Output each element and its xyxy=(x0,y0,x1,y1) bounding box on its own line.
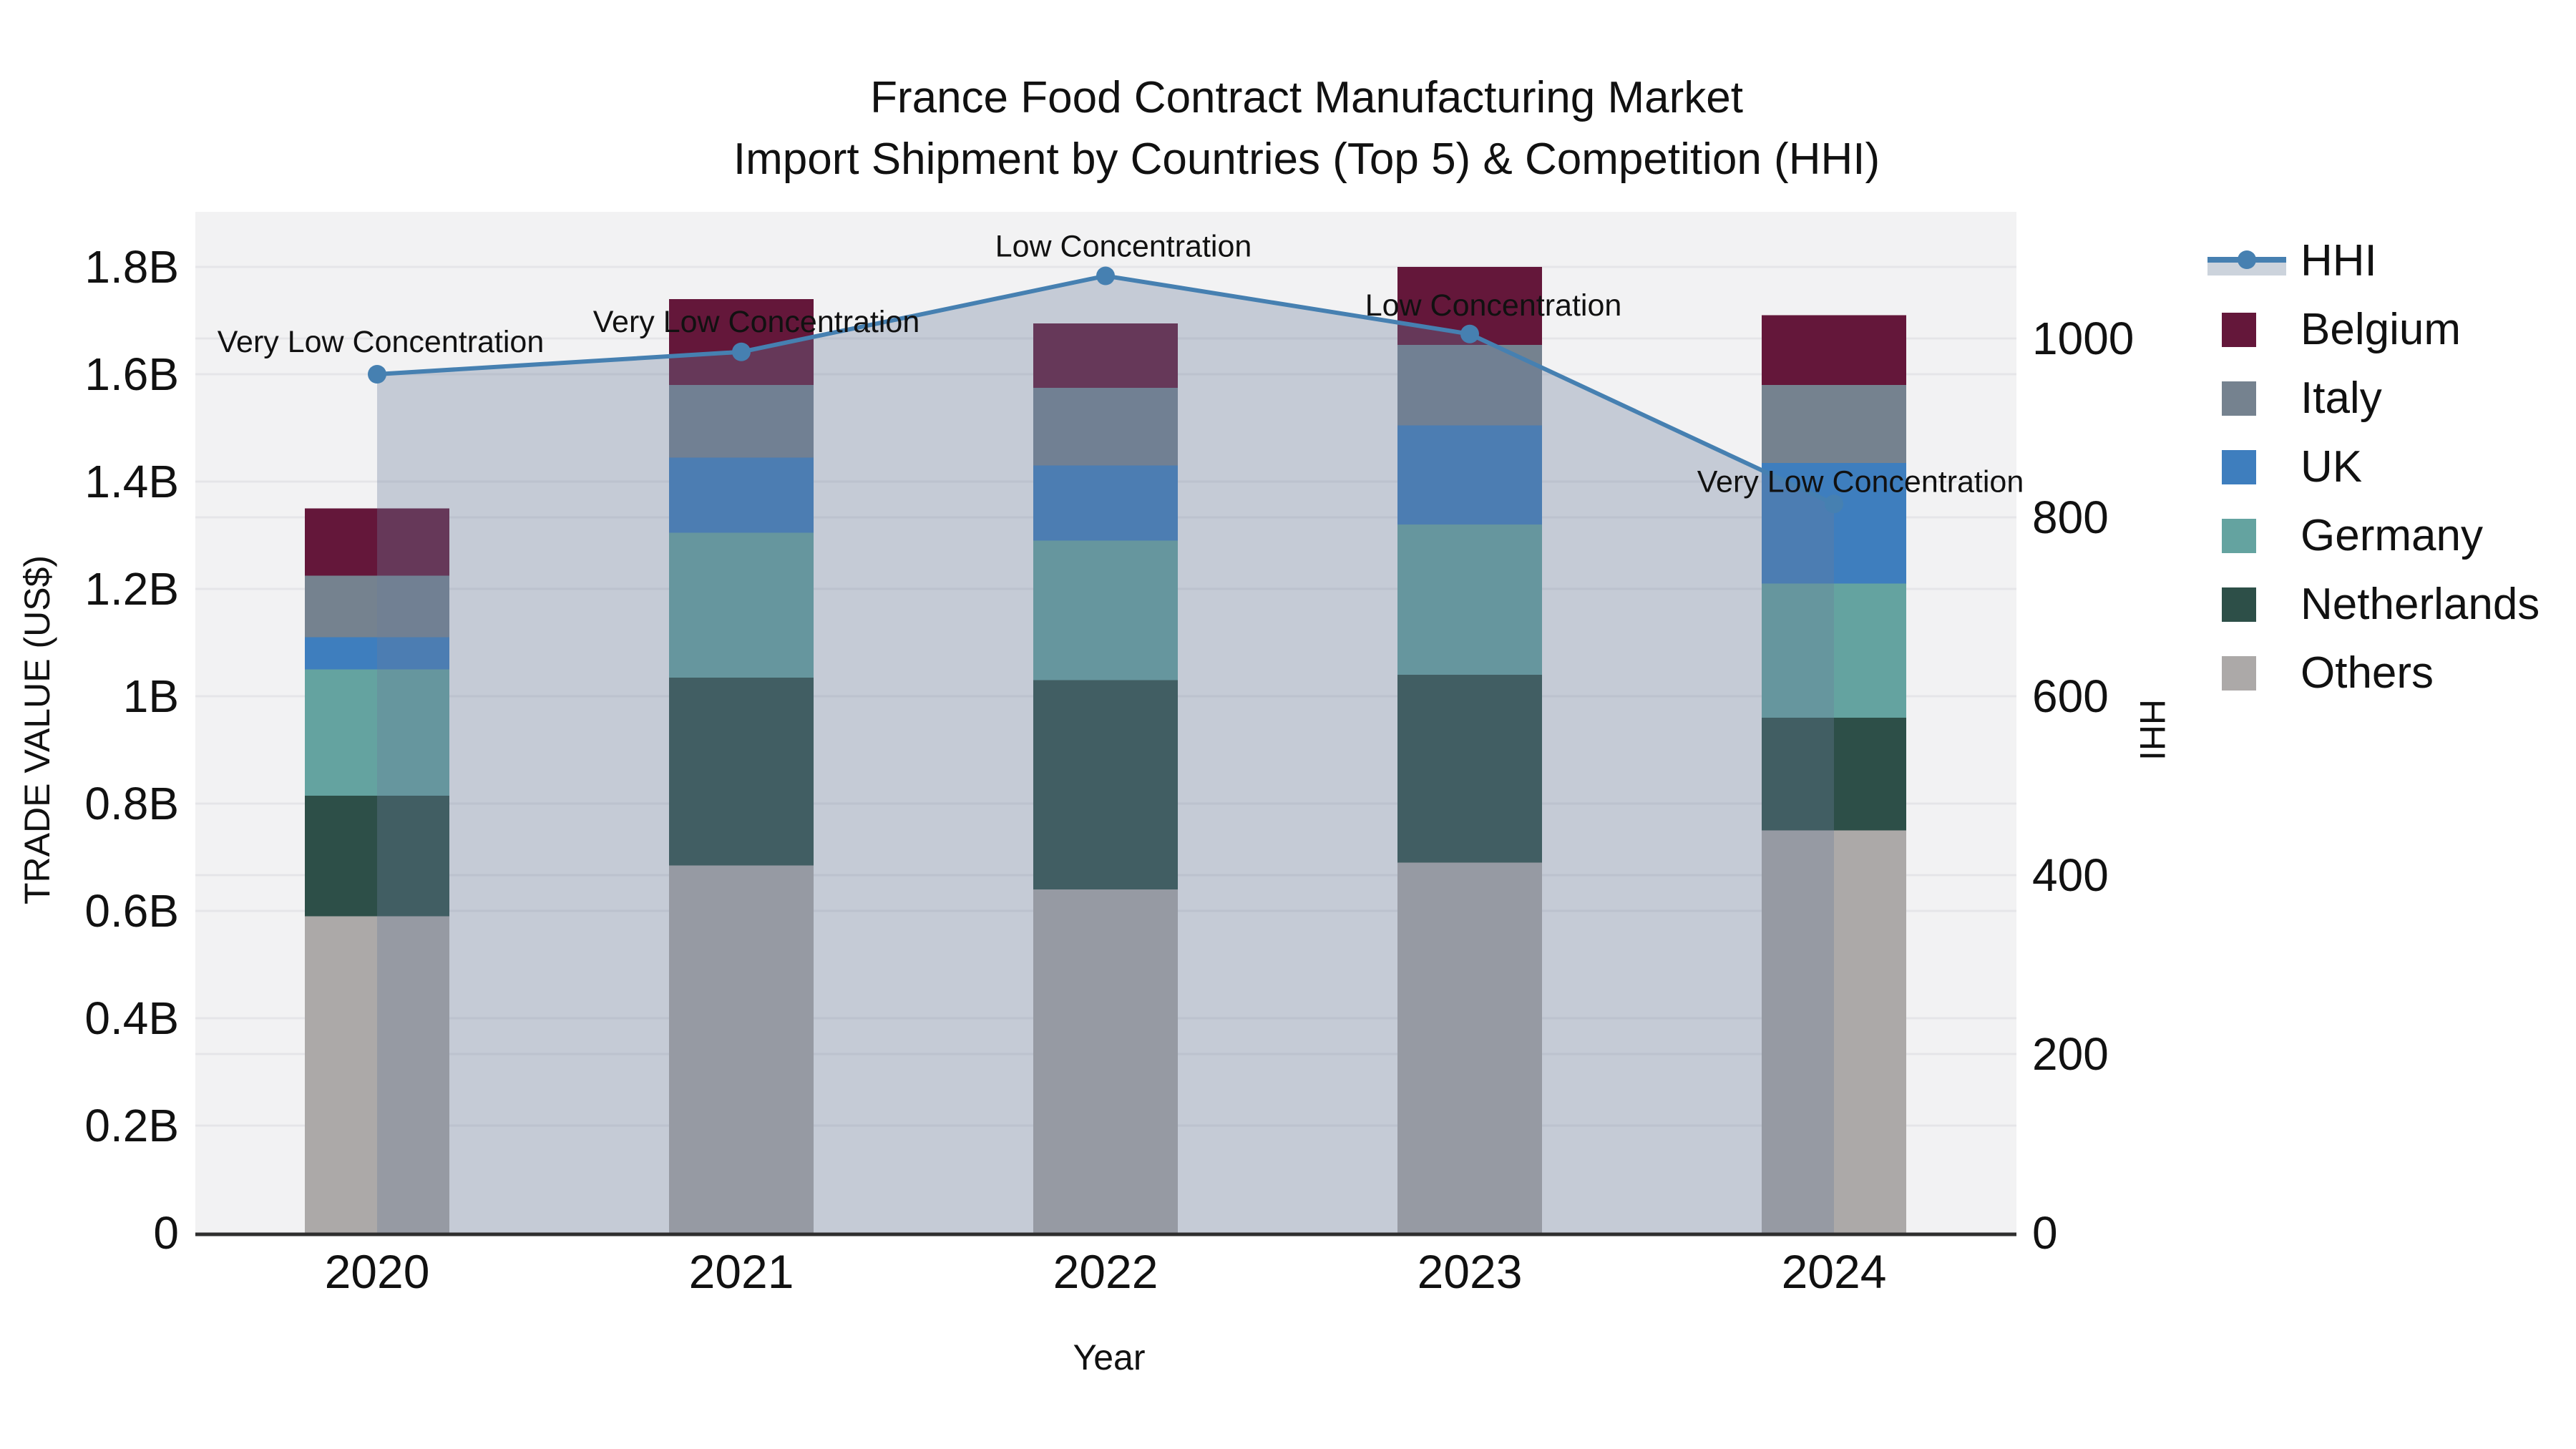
y-left-tick-1B: 1B xyxy=(123,670,179,722)
legend-label-germany: Germany xyxy=(2301,511,2483,560)
y-left-tick-1.4B: 1.4B xyxy=(84,456,179,507)
y-left-tick-1.2B: 1.2B xyxy=(84,563,179,615)
y-left-tick-1.6B: 1.6B xyxy=(84,348,179,400)
bar-segment-2022-belgium xyxy=(1033,323,1178,388)
x-tick-2020: 2020 xyxy=(325,1245,430,1298)
legend-item-germany: Germany xyxy=(2207,512,2540,560)
y-right-tick-800: 800 xyxy=(2032,492,2109,543)
bar-segment-2023-others xyxy=(1397,862,1542,1233)
legend-label-uk: UK xyxy=(2301,442,2363,492)
y-right-tick-1000: 1000 xyxy=(2032,313,2134,364)
annotation-2024: Very Low Concentration xyxy=(1697,464,2024,499)
hhi-marker-2020 xyxy=(368,365,386,384)
legend-item-others: Others xyxy=(2207,650,2540,697)
x-tick-2021: 2021 xyxy=(689,1245,794,1298)
hhi-line-sample-icon xyxy=(2207,241,2301,281)
legend-swatch-germany xyxy=(2222,519,2256,553)
bar-segment-2023-germany xyxy=(1397,525,1542,675)
bar-segment-2021-netherlands xyxy=(669,677,814,866)
legend-label-hhi: HHI xyxy=(2301,236,2377,286)
annotation-2020: Very Low Concentration xyxy=(218,325,545,359)
bar-segment-2023-netherlands xyxy=(1397,675,1542,863)
bar-segment-2020-italy xyxy=(305,575,449,638)
legend-label-others: Others xyxy=(2301,648,2434,698)
y-right-tick-200: 200 xyxy=(2032,1028,2109,1080)
chart-title-line2: Import Shipment by Countries (Top 5) & C… xyxy=(733,135,1880,184)
bar-segment-2020-belgium xyxy=(305,508,449,576)
y-left-tick-0.2B: 0.2B xyxy=(84,1100,179,1151)
bar-segment-2022-italy xyxy=(1033,387,1178,466)
bar-segment-2022-others xyxy=(1033,889,1178,1233)
legend: HHI Belgium Italy UK Germany Netherlands Other… xyxy=(2207,238,2540,697)
bar-segment-2023-uk xyxy=(1397,425,1542,525)
hhi-marker-2024 xyxy=(1825,494,1843,514)
y-left-tick-0: 0 xyxy=(153,1207,179,1259)
bar-segment-2020-uk xyxy=(305,637,449,670)
bar-segment-2024-netherlands xyxy=(1762,718,1906,831)
y-left-tick-0.6B: 0.6B xyxy=(84,885,179,937)
annotation-2021: Very Low Concentration xyxy=(593,305,920,339)
y-left-axis-title: TRADE VALUE (US$) xyxy=(17,555,57,905)
legend-swatch-uk xyxy=(2222,450,2256,484)
hhi-area-fill xyxy=(377,275,1834,1233)
bar-segment-2024-belgium xyxy=(1762,315,1906,385)
y-left-tick-0.4B: 0.4B xyxy=(84,992,179,1044)
x-axis-title: Year xyxy=(1073,1337,1146,1377)
legend-item-netherlands: Netherlands xyxy=(2207,581,2540,628)
legend-item-hhi: HHI xyxy=(2207,238,2540,285)
bar-segment-2024-italy xyxy=(1762,385,1906,463)
legend-label-belgium: Belgium xyxy=(2301,305,2461,354)
annotation-2022: Low Concentration xyxy=(995,230,1252,264)
annotation-2023: Low Concentration xyxy=(1365,288,1622,323)
x-tick-2022: 2022 xyxy=(1053,1245,1158,1298)
hhi-marker-2022 xyxy=(1096,266,1115,286)
y-right-tick-600: 600 xyxy=(2032,670,2109,722)
bar-segment-2024-others xyxy=(1762,830,1906,1233)
chart-title-line1: France Food Contract Manufacturing Marke… xyxy=(870,73,1743,122)
hhi-marker-2023 xyxy=(1460,324,1479,343)
bar-segment-2022-netherlands xyxy=(1033,680,1178,889)
bar-segment-2020-netherlands xyxy=(305,795,449,917)
y-left-tick-1.8B: 1.8B xyxy=(84,241,179,293)
legend-item-belgium: Belgium xyxy=(2207,306,2540,353)
bar-segment-2021-germany xyxy=(669,532,814,678)
legend-label-netherlands: Netherlands xyxy=(2301,580,2540,629)
legend-label-italy: Italy xyxy=(2301,374,2382,423)
x-tick-2023: 2023 xyxy=(1418,1245,1523,1298)
bar-segment-2021-italy xyxy=(669,385,814,458)
bar-segment-2024-germany xyxy=(1762,583,1906,718)
hhi-marker-2021 xyxy=(732,342,751,361)
bar-segment-2020-others xyxy=(305,916,449,1233)
bar-segment-2022-germany xyxy=(1033,540,1178,680)
legend-swatch-netherlands xyxy=(2222,587,2256,622)
x-tick-2024: 2024 xyxy=(1782,1245,1887,1298)
y-left-tick-0.8B: 0.8B xyxy=(84,778,179,829)
y-right-tick-0: 0 xyxy=(2032,1207,2058,1259)
legend-swatch-others xyxy=(2222,656,2256,691)
legend-swatch-belgium xyxy=(2222,313,2256,347)
legend-item-italy: Italy xyxy=(2207,375,2540,422)
legend-swatch-italy xyxy=(2222,381,2256,416)
bar-segment-2021-uk xyxy=(669,457,814,533)
legend-item-uk: UK xyxy=(2207,444,2540,491)
y-right-tick-400: 400 xyxy=(2032,849,2109,901)
bar-segment-2021-others xyxy=(669,865,814,1233)
bar-segment-2020-germany xyxy=(305,669,449,796)
bar-segment-2022-uk xyxy=(1033,465,1178,541)
y-right-axis-title: HHI xyxy=(2132,698,2172,761)
